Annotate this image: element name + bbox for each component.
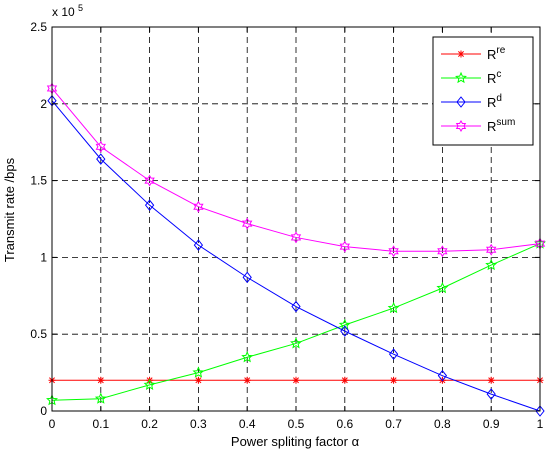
legend-item-d: Rd <box>441 93 502 110</box>
x-tick-label: 0.2 <box>141 417 158 431</box>
legend-label-d: Rd <box>487 93 502 110</box>
x-tick-label: 0.7 <box>385 417 402 431</box>
data-point-d <box>144 199 155 211</box>
legend-marker-re <box>457 50 465 58</box>
y-tick-label: 2 <box>40 97 47 111</box>
y-axis-label: Transmit rate /bps <box>2 157 17 262</box>
data-point-c <box>143 378 156 390</box>
axes: 0 0.1 0.2 0.3 0.4 0.5 0.6 0.7 0.8 0.9 1 0 0.5 1 1.5 2 2.… <box>30 20 543 431</box>
legend-item-c: Rc <box>441 69 501 86</box>
x-tick-label: 0.8 <box>434 417 451 431</box>
data-point-d <box>96 153 106 165</box>
data-point-c <box>94 392 107 404</box>
legend-label-c: Rc <box>487 69 501 86</box>
series-line-d <box>51 100 541 412</box>
data-point-re <box>341 376 349 384</box>
data-point-c <box>485 258 498 271</box>
data-point-sum <box>388 245 399 258</box>
legend: Rre Rc Rd Rsum <box>432 36 534 146</box>
data-point-sum <box>486 243 497 256</box>
y-exponent-power: 5 <box>78 3 83 13</box>
y-tick-label: 2.5 <box>30 20 47 34</box>
data-point-sum <box>95 140 106 153</box>
data-point-c <box>241 350 254 363</box>
data-point-sum <box>339 240 350 253</box>
x-tick-label: 1 <box>537 417 544 431</box>
x-tick-label: 0.5 <box>288 417 305 431</box>
legend-marker-sum <box>455 120 467 132</box>
legend-label-sum: Rsum <box>487 117 515 134</box>
data-point-sum <box>437 245 448 258</box>
data-point-sum <box>193 200 204 213</box>
data-point-c <box>387 301 400 314</box>
data-point-re <box>487 376 495 384</box>
x-axis-label: Power spliting factor α <box>231 434 360 449</box>
data-point-c <box>290 337 302 349</box>
y-exponent-base: x 10 <box>52 5 75 19</box>
data-point-re <box>243 376 251 384</box>
grid <box>52 27 540 411</box>
legend-item-re: Rre <box>441 45 506 62</box>
x-tick-label: 0.6 <box>336 417 353 431</box>
data-point-d <box>437 369 448 382</box>
series-line-sum <box>51 88 541 252</box>
data-point-c <box>338 318 351 331</box>
data-point-c <box>192 366 205 378</box>
y-tick-label: 0 <box>40 404 47 418</box>
series-line-c <box>51 243 541 401</box>
data-point-c <box>436 281 449 294</box>
data-point-re <box>194 376 202 384</box>
y-tick-label: 1 <box>40 250 47 264</box>
data-point-re <box>292 376 300 384</box>
x-tick-label: 0.9 <box>483 417 500 431</box>
data-point-re <box>390 376 398 384</box>
x-tick-label: 0 <box>49 417 56 431</box>
data-point-d <box>535 405 545 417</box>
x-tick-label: 0.1 <box>92 417 109 431</box>
legend-marker-c <box>455 71 467 84</box>
data-point-sum <box>144 174 155 187</box>
data-point-d <box>388 348 399 360</box>
y-exponent-label: x 10 5 <box>52 3 83 19</box>
data-point-re <box>97 376 105 384</box>
data-point-d <box>193 239 204 251</box>
legend-label-re: Rre <box>487 45 506 62</box>
data-point-d <box>291 300 301 313</box>
x-tick-label: 0.4 <box>239 417 256 431</box>
data-point-d <box>486 388 496 400</box>
y-tick-label: 0.5 <box>30 327 47 341</box>
legend-item-sum: Rsum <box>441 117 515 134</box>
legend-marker-d <box>456 96 466 108</box>
data-point-d <box>242 271 252 284</box>
series-d <box>47 94 545 417</box>
data-point-sum <box>242 217 253 230</box>
y-tick-label: 1.5 <box>30 174 47 188</box>
data-point-sum <box>290 231 302 244</box>
data-point-d <box>340 325 350 337</box>
x-tick-label: 0.3 <box>190 417 207 431</box>
series-layer <box>46 82 546 417</box>
legend-box <box>432 36 534 146</box>
